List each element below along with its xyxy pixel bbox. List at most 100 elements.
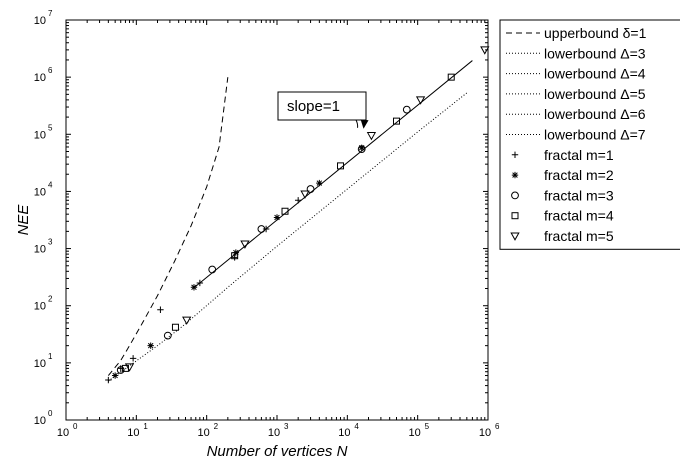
y-tick-exponent: 3	[48, 238, 53, 247]
marker-triangle	[510, 232, 520, 241]
marker-circle	[511, 191, 519, 200]
x-tick-label: 10	[198, 427, 210, 439]
marker-circle	[257, 225, 266, 233]
x-tick-exponent: 1	[143, 422, 148, 431]
marker-star	[273, 214, 281, 221]
y-tick-label: 10	[34, 129, 46, 141]
marker-circle	[163, 331, 172, 340]
legend-item: lowerbound Δ=4	[506, 66, 646, 82]
marker-triangle	[240, 240, 250, 249]
x-tick-label: 10	[268, 427, 280, 439]
fit-line-slope-1	[192, 60, 473, 289]
y-tick-exponent: 0	[48, 409, 53, 418]
y-tick-label: 10	[34, 186, 46, 198]
x-tick-label: 10	[338, 427, 350, 439]
marker-star	[147, 342, 154, 349]
marker-circle	[208, 265, 217, 274]
x-tick-exponent: 6	[495, 422, 500, 431]
marker-plus	[105, 376, 112, 384]
marker-circle	[116, 366, 125, 374]
legend-label: lowerbound Δ=7	[544, 127, 646, 143]
y-tick-exponent: 5	[48, 123, 53, 132]
marker-circle	[402, 105, 411, 114]
legend-label: fractal m=4	[544, 208, 614, 224]
marker-plus	[511, 151, 519, 158]
legend-item: lowerbound Δ=6	[506, 106, 646, 122]
legend: upperbound δ=1 lowerbound Δ=3 lowerbound Δ…	[499, 19, 680, 250]
marker-square	[447, 73, 455, 81]
x-tick-label: 10	[127, 427, 139, 439]
legend-label: fractal m=1	[544, 147, 614, 163]
annotation-arrow	[355, 119, 359, 128]
marker-plus	[262, 225, 270, 233]
marker-plus	[196, 279, 204, 287]
marker-triangle	[300, 190, 310, 199]
marker-star	[316, 179, 323, 187]
series-fractal-m-5	[124, 46, 490, 372]
annotation-box	[277, 91, 367, 121]
legend-label: lowerbound Δ=6	[544, 106, 646, 122]
marker-plus	[294, 197, 302, 204]
marker-plus	[231, 254, 238, 261]
legend-label: lowerbound Δ=3	[544, 45, 646, 61]
y-tick-label: 10	[34, 415, 46, 427]
y-tick-exponent: 6	[48, 66, 53, 75]
marker-star	[190, 284, 198, 291]
legend-label: lowerbound Δ=4	[544, 66, 646, 82]
x-tick-exponent: 0	[73, 422, 78, 431]
legend-item: fractal m=5	[510, 228, 614, 244]
x-axis-label: Number of vertices N	[207, 443, 348, 460]
marker-square	[281, 207, 289, 215]
marker-plus	[157, 306, 164, 313]
y-tick-exponent: 4	[48, 180, 53, 189]
legend-item: lowerbound Δ=5	[506, 86, 646, 102]
marker-circle	[357, 145, 366, 154]
series-line	[108, 92, 468, 382]
marker-star	[511, 171, 519, 179]
marker-triangle	[124, 363, 135, 372]
x-tick-exponent: 5	[425, 422, 430, 431]
legend-item: fractal m=4	[511, 208, 614, 224]
legend-item: fractal m=2	[511, 167, 614, 183]
y-tick-label: 10	[34, 244, 46, 256]
slope-annotation: slope=1	[277, 91, 369, 129]
x-tick-label: 10	[409, 427, 421, 439]
x-tick-label: 10	[479, 427, 491, 439]
marker-square	[392, 117, 400, 125]
x-tick-label: 10	[57, 427, 69, 439]
x-tick-exponent: 4	[354, 422, 359, 431]
legend-item: fractal m=3	[511, 187, 614, 203]
marker-star	[358, 144, 365, 152]
series-fractal-m-4	[121, 73, 455, 372]
y-tick-exponent: 1	[48, 352, 53, 361]
legend-item: upperbound δ=1	[506, 25, 647, 41]
marker-square	[511, 212, 519, 220]
marker-triangle	[415, 96, 426, 105]
y-tick-exponent: 7	[48, 9, 53, 18]
x-tick-exponent: 3	[284, 422, 289, 431]
legend-label: fractal m=3	[544, 187, 614, 203]
legend-label: lowerbound Δ=5	[544, 86, 646, 102]
legend-label: upperbound δ=1	[544, 25, 647, 41]
legend-item: lowerbound Δ=3	[506, 45, 646, 61]
marker-square	[231, 252, 239, 260]
annotation-arrowhead	[360, 119, 369, 129]
y-tick-label: 10	[34, 15, 46, 27]
marker-plus	[129, 355, 137, 362]
series-upperbound-1	[107, 77, 229, 376]
annotation-text: slope=1	[287, 98, 340, 115]
series-fractal-m-1	[105, 197, 302, 384]
y-axis-label: NEE	[15, 204, 32, 236]
series-line	[107, 77, 229, 376]
marker-triangle	[366, 132, 377, 141]
x-tick-exponent: 2	[214, 422, 219, 431]
x-axis: 10 0 10 1 10 2 10 3 10 4 10 5 10 6	[57, 20, 500, 439]
series-lowerbound-3	[108, 92, 468, 382]
legend-label: fractal m=2	[544, 167, 614, 183]
marker-square	[337, 162, 345, 170]
y-tick-label: 10	[34, 358, 46, 370]
series-fractal-m-3	[116, 105, 411, 374]
y-tick-label: 10	[34, 301, 46, 313]
